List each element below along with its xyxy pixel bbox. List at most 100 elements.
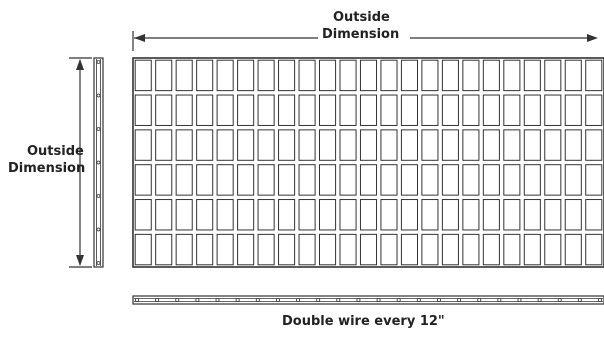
top-dimension-arrow (132, 31, 598, 51)
bottom-profile-node (336, 297, 341, 302)
grid-cell (278, 129, 296, 161)
side-profile-node (96, 93, 101, 98)
grid-cell (134, 94, 152, 126)
grid-cell (462, 94, 480, 126)
grid-cell (585, 199, 603, 231)
bottom-profile-node (195, 297, 200, 302)
grid-cell (482, 233, 500, 266)
side-profile-node (96, 160, 101, 165)
grid-cell (339, 233, 357, 266)
grid-cell (523, 94, 541, 126)
grid-cell (196, 94, 214, 126)
grid-cell (155, 199, 173, 231)
grid-cell (482, 199, 500, 231)
bottom-profile-node (235, 297, 240, 302)
grid-cell (380, 59, 398, 92)
grid-cell (298, 233, 316, 266)
side-dimension-label-line2: Dimension (8, 161, 86, 176)
bottom-profile-node (396, 297, 401, 302)
grid-cell (544, 233, 562, 266)
grid-cell (564, 199, 582, 231)
grid-cell (380, 233, 398, 266)
grid-cell (544, 199, 562, 231)
grid-cell (359, 199, 378, 231)
grid-cell (298, 129, 316, 161)
grid-cell (278, 59, 296, 92)
bottom-profile-node (557, 297, 562, 302)
grid-cell (421, 233, 439, 266)
bottom-profile-node (356, 297, 361, 302)
bottom-profile-node (416, 297, 421, 302)
grid-cell (216, 129, 234, 161)
grid-cell (462, 164, 480, 196)
grid-cell (257, 94, 275, 126)
bottom-profile-node (598, 297, 603, 302)
bottom-profile-node (577, 297, 582, 302)
grid-cell (400, 233, 418, 266)
grid-cell (441, 59, 459, 92)
grid-cell (196, 129, 214, 161)
grid-cell (462, 59, 480, 92)
grid-cell (155, 129, 173, 161)
grid-cell (544, 164, 562, 196)
side-profile-node (96, 127, 101, 131)
grid-cell (421, 199, 439, 231)
grid-cell (359, 94, 378, 126)
grid-cell (564, 94, 582, 126)
bottom-profile-node (517, 297, 522, 302)
grid-cell (503, 199, 521, 231)
grid-cell (175, 59, 193, 92)
bottom-profile-outline (132, 295, 604, 305)
grid-cell (278, 199, 296, 231)
grid-cell (319, 129, 337, 161)
grid-cell (585, 94, 603, 126)
grid-cell (564, 129, 582, 161)
grid-cell (155, 59, 173, 92)
top-arrow-head-left (134, 34, 145, 42)
grid-cell (339, 199, 357, 231)
grid-cell (237, 199, 255, 231)
grid-cell (216, 94, 234, 126)
grid-cell (503, 94, 521, 126)
grid-cell (441, 164, 459, 196)
grid-cell (523, 164, 541, 196)
grid-cell (359, 164, 378, 196)
grid-cell (359, 129, 378, 161)
grid-cell (339, 129, 357, 161)
grid-cell (400, 164, 418, 196)
grid-cell (359, 59, 378, 92)
grid-cell (134, 233, 152, 266)
grid-cell (237, 164, 255, 196)
grid-cell (400, 94, 418, 126)
grid-outer-frame (132, 57, 604, 268)
grid-cell (400, 199, 418, 231)
grid-cell (523, 59, 541, 92)
bottom-profile-node (537, 297, 542, 302)
grid-cell (564, 233, 582, 266)
side-arrow-head-top (76, 59, 84, 70)
bottom-profile-node (457, 297, 462, 302)
grid-cell (400, 129, 418, 161)
bottom-profile-node (175, 297, 180, 302)
grid-cell (482, 129, 500, 161)
grid-cell (421, 164, 439, 196)
grid-cell (339, 59, 357, 92)
side-profile-node (96, 194, 101, 198)
side-dimension-label-line1: Outside (27, 144, 84, 159)
grid-cell (503, 59, 521, 92)
grid-cell (216, 164, 234, 196)
grid-cell (523, 129, 541, 161)
grid-cell (544, 129, 562, 161)
grid-cell (319, 59, 337, 92)
side-profile-node (96, 60, 101, 64)
side-dimension-arrow (69, 57, 92, 268)
grid-cell (134, 59, 152, 92)
bottom-profile-node (477, 297, 482, 302)
grid-cell (523, 233, 541, 266)
grid-cell (196, 233, 214, 266)
grid-cell (462, 233, 480, 266)
top-dimension-label-line1: Outside (333, 10, 390, 25)
grid-cell (155, 164, 173, 196)
grid-cell (339, 94, 357, 126)
